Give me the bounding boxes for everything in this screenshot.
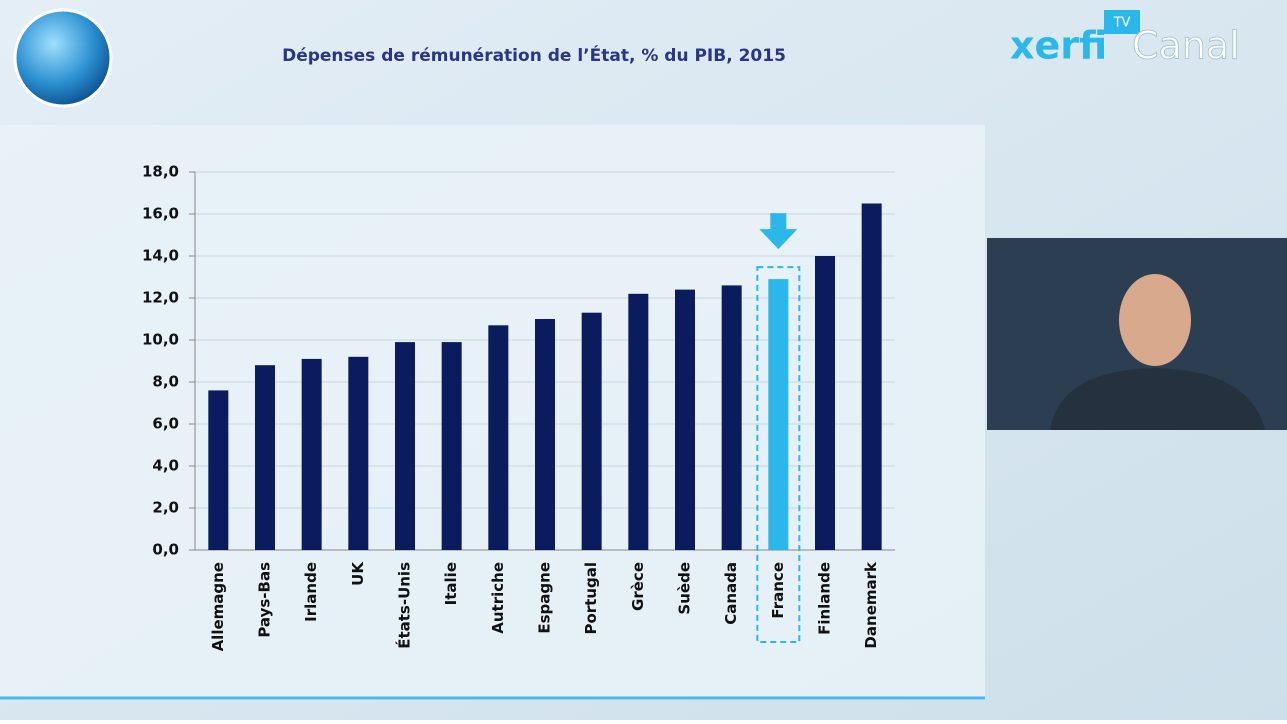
x-tick-label: Allemagne bbox=[209, 562, 227, 651]
bar bbox=[348, 356, 369, 550]
bar bbox=[861, 203, 882, 550]
presenter-face bbox=[1119, 274, 1191, 366]
x-tick-label: Grèce bbox=[629, 562, 647, 611]
x-tick-label: Irlande bbox=[302, 562, 320, 622]
x-tick-label: Espagne bbox=[536, 562, 554, 634]
bar bbox=[395, 342, 415, 550]
x-tick-label: Finlande bbox=[816, 562, 834, 635]
brand-channel: Canal bbox=[1132, 24, 1240, 68]
bar bbox=[255, 365, 275, 550]
logo-globe bbox=[13, 8, 113, 108]
y-tick-label: 6,0 bbox=[152, 415, 179, 433]
x-tick-label: Portugal bbox=[582, 562, 600, 635]
x-tick-label: France bbox=[769, 562, 787, 619]
y-tick-label: 14,0 bbox=[142, 247, 179, 265]
x-tick-label: UK bbox=[349, 561, 367, 586]
bar bbox=[208, 390, 229, 550]
presenter-body bbox=[1050, 368, 1265, 430]
y-tick-label: 0,0 bbox=[152, 541, 179, 559]
chart-title: Dépenses de rémunération de l’État, % du… bbox=[282, 44, 786, 66]
y-tick-label: 2,0 bbox=[152, 499, 179, 517]
highlight-arrow bbox=[759, 213, 798, 250]
x-tick-label: Canada bbox=[722, 562, 740, 625]
bar bbox=[721, 285, 742, 550]
y-tick-label: 8,0 bbox=[152, 373, 179, 391]
bar bbox=[301, 358, 322, 550]
y-tick-label: 10,0 bbox=[142, 331, 179, 349]
x-tick-label: Danemark bbox=[862, 561, 880, 649]
brand-badge: TV bbox=[1113, 16, 1131, 31]
x-tick-label: Suède bbox=[676, 562, 694, 615]
brand-name: xerfi bbox=[1010, 24, 1107, 68]
bar bbox=[581, 312, 602, 550]
x-tick-label: Italie bbox=[442, 562, 460, 605]
x-tick-label: Pays-Bas bbox=[256, 562, 274, 638]
y-tick-label: 16,0 bbox=[142, 205, 179, 223]
brand-badge-bg bbox=[1104, 10, 1140, 34]
bar bbox=[488, 325, 509, 550]
x-tick-label: États-Unis bbox=[395, 562, 414, 649]
bar bbox=[441, 342, 462, 550]
bar bbox=[675, 289, 695, 550]
bar bbox=[535, 319, 555, 550]
y-tick-label: 4,0 bbox=[152, 457, 179, 475]
bar bbox=[628, 293, 649, 550]
y-tick-label: 12,0 bbox=[142, 289, 179, 307]
x-tick-label: Autriche bbox=[489, 562, 507, 634]
bar bbox=[768, 279, 789, 550]
y-tick-label: 18,0 bbox=[142, 163, 179, 181]
bar bbox=[815, 256, 835, 550]
highlight-box bbox=[756, 266, 801, 643]
